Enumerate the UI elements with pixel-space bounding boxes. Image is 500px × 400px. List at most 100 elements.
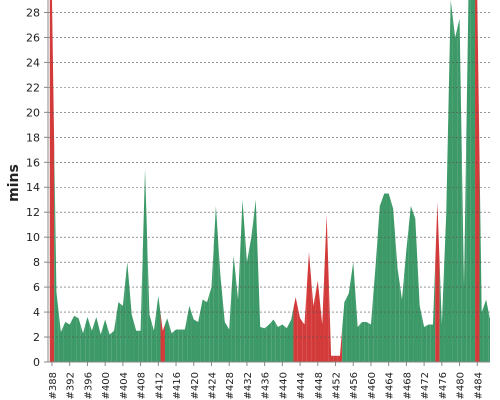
build-area bbox=[218, 240, 223, 362]
y-tick-label: 20 bbox=[26, 106, 40, 119]
x-tick-label: #408 bbox=[137, 372, 148, 399]
build-area bbox=[262, 326, 267, 362]
build-area bbox=[306, 252, 312, 362]
x-tick-label: #432 bbox=[243, 372, 254, 399]
build-area bbox=[483, 299, 489, 362]
build-area bbox=[187, 305, 192, 362]
build-area bbox=[359, 322, 365, 362]
build-area bbox=[129, 288, 134, 362]
build-area bbox=[253, 199, 258, 362]
build-area bbox=[142, 168, 148, 362]
build-area bbox=[293, 297, 298, 362]
build-area bbox=[191, 312, 196, 362]
build-area bbox=[280, 324, 285, 362]
build-area bbox=[147, 241, 152, 362]
build-area bbox=[466, 0, 471, 362]
build-area bbox=[461, 143, 467, 362]
y-tick-label: 10 bbox=[26, 231, 40, 244]
build-area bbox=[257, 263, 263, 362]
build-area bbox=[426, 324, 431, 362]
build-area bbox=[444, 106, 449, 362]
y-tick-label: 8 bbox=[33, 256, 40, 269]
y-tick-label: 6 bbox=[33, 281, 40, 294]
x-tick-label: #420 bbox=[190, 372, 201, 399]
x-tick-label: #412 bbox=[154, 372, 165, 399]
x-tick-label: #472 bbox=[420, 372, 431, 399]
build-area bbox=[213, 205, 219, 362]
build-area bbox=[479, 156, 484, 362]
x-tick-label: #424 bbox=[207, 372, 218, 399]
build-area bbox=[320, 269, 325, 362]
build-area bbox=[164, 318, 170, 362]
build-area bbox=[315, 280, 321, 362]
x-tick-label: #460 bbox=[367, 372, 378, 399]
y-tick-label: 12 bbox=[26, 206, 40, 219]
build-area bbox=[54, 146, 59, 362]
build-area bbox=[231, 255, 236, 362]
build-area bbox=[235, 249, 241, 362]
build-area bbox=[195, 310, 201, 362]
build-area bbox=[421, 316, 427, 362]
build-area bbox=[408, 205, 414, 362]
x-tick-label: #484 bbox=[473, 372, 484, 399]
x-tick-label: #392 bbox=[66, 372, 77, 399]
build-area bbox=[297, 307, 303, 362]
build-area bbox=[311, 278, 316, 362]
build-area bbox=[284, 323, 290, 362]
y-tick-label: 24 bbox=[26, 56, 40, 69]
x-tick-label: #480 bbox=[456, 372, 467, 399]
build-area bbox=[169, 325, 174, 362]
plot-area bbox=[49, 0, 490, 362]
build-area bbox=[452, 18, 458, 362]
build-area bbox=[439, 263, 445, 362]
build-area bbox=[399, 274, 405, 362]
build-area bbox=[368, 296, 374, 362]
x-tick-label: #396 bbox=[83, 372, 94, 399]
y-tick-label: 4 bbox=[33, 306, 40, 319]
build-area bbox=[240, 199, 245, 362]
build-area bbox=[107, 327, 112, 362]
build-area bbox=[200, 299, 205, 362]
build-area bbox=[386, 193, 391, 362]
y-tick-label: 0 bbox=[33, 356, 40, 369]
x-tick-label: #464 bbox=[385, 372, 396, 399]
build-area bbox=[173, 329, 179, 362]
x-tick-label: #476 bbox=[438, 372, 449, 399]
build-area bbox=[116, 302, 121, 362]
x-tick-label: #388 bbox=[48, 372, 59, 399]
build-area bbox=[355, 294, 360, 362]
y-tick-label: 14 bbox=[26, 181, 40, 194]
y-axis-label: mins bbox=[6, 164, 22, 202]
build-area bbox=[289, 308, 294, 362]
y-tick-label: 22 bbox=[26, 81, 40, 94]
build-area bbox=[324, 214, 329, 362]
build-area bbox=[156, 295, 161, 362]
build-area bbox=[178, 329, 183, 362]
build-area bbox=[404, 227, 409, 362]
build-area bbox=[71, 315, 77, 362]
y-tick-label: 26 bbox=[26, 31, 40, 44]
x-tick-label: #448 bbox=[314, 372, 325, 399]
build-area bbox=[333, 355, 338, 362]
build-area bbox=[94, 317, 99, 362]
y-tick-label: 28 bbox=[26, 6, 40, 19]
x-tick-label: #440 bbox=[278, 372, 289, 399]
build-area bbox=[222, 298, 227, 362]
build-area bbox=[89, 323, 95, 362]
build-area bbox=[67, 320, 72, 362]
build-area bbox=[328, 285, 334, 362]
build-area bbox=[475, 0, 480, 362]
build-area bbox=[63, 322, 68, 362]
build-area bbox=[182, 317, 188, 362]
y-tick-label: 18 bbox=[26, 131, 40, 144]
build-area bbox=[209, 246, 214, 362]
build-area bbox=[430, 263, 436, 362]
build-area bbox=[226, 292, 232, 362]
build-area bbox=[204, 294, 210, 362]
build-area bbox=[111, 316, 117, 362]
build-area bbox=[275, 323, 281, 362]
build-area bbox=[80, 325, 86, 362]
build-area bbox=[377, 199, 383, 362]
x-tick-label: #428 bbox=[225, 372, 236, 399]
